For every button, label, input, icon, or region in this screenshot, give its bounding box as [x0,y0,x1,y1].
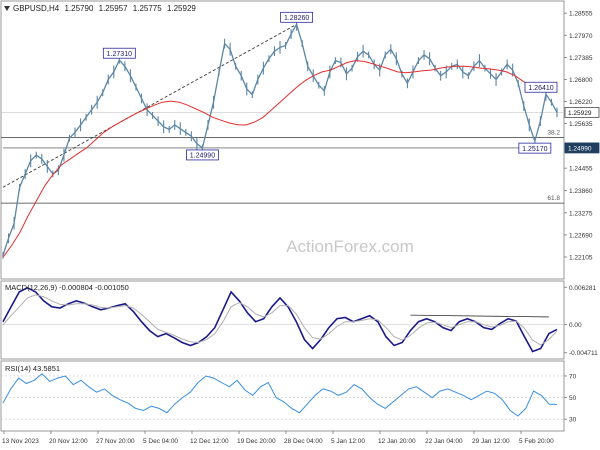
price-tick-label: 1.28555 [569,11,593,18]
swing-point-label: 1.24990 [190,153,215,160]
price-tick-label: 1.26220 [569,99,593,106]
fib-level-label: 61.8 [547,195,560,202]
price-header: GBPUSD,H4 1.25790 1.25957 1.25775 1.2592… [13,4,196,13]
price-axis: 1.28555 1.27970 1.27385 1.26800 1.26220 1.256… [564,11,593,262]
macd-line [2,286,558,353]
open-value: 1.25790 [64,4,93,13]
macd-axis: 0.006281 0.00 -0.004711 [564,285,598,357]
rsi-tick-label: 30 [569,417,577,424]
price-levels: 38.2 61.8 [1,112,564,204]
swing-point-label: 1.26410 [528,85,553,92]
macd-header: MACD(12,26,9) -0.000804 -0.001050 [5,283,129,292]
rsi-line [2,373,558,417]
low-value: 1.25775 [133,4,162,13]
fib-level-label: 38.2 [547,129,560,136]
rsi-series [1,373,564,420]
price-line [2,22,558,256]
collapse-triangle-icon[interactable] [4,6,10,11]
high-value: 1.25957 [99,4,128,13]
macd-signal-line [2,294,558,346]
rsi-axis: 70 50 30 [564,373,577,424]
time-axis: 13 Nov 2023 20 Nov 12:00 27 Nov 20:00 5 Dec… [2,431,554,445]
time-tick-label: 12 Dec 12:00 [190,438,229,445]
price-tags: 1.25929 1.24990 [564,107,600,154]
macd-tick-label: 0.00 [569,322,582,329]
price-tick-label: 1.23275 [569,210,593,217]
price-series [2,17,558,259]
watermark-text: ActionForex.com [286,237,414,256]
macd-trendline [410,314,549,318]
price-tick-label: 1.23860 [569,188,593,195]
dashed-trendline [2,23,297,188]
price-pane-frame [0,0,565,280]
time-tick-label: 13 Nov 2023 [2,438,39,445]
macd-series [1,286,564,353]
moving-average-line [2,60,558,258]
time-tick-label: 28 Dec 04:00 [284,438,323,445]
swing-point-box [186,149,219,161]
price-tag-label: 1.24990 [568,146,592,153]
macd-pane-frame [0,280,565,360]
time-tick-label: 5 Jan 12:00 [331,438,365,445]
price-tick-label: 1.27970 [569,33,593,40]
time-tick-label: 12 Jan 20:00 [378,438,416,445]
price-tick-label: 1.26800 [569,77,593,84]
rsi-header: RSI(14) 43.5851 [5,364,60,373]
macd-tick-label: -0.004711 [569,350,598,357]
time-tick-label: 27 Nov 20:00 [96,438,135,445]
price-tag-box [564,142,600,154]
symbol-label: GBPUSD,H4 [13,4,60,13]
time-tick-label: 20 Nov 12:00 [49,438,88,445]
rsi-pane-frame [0,360,565,432]
rsi-tick-label: 70 [569,373,577,380]
price-tag-label: 1.25929 [568,110,592,117]
time-tick-label: 22 Jan 04:00 [425,438,463,445]
close-value: 1.25929 [167,4,196,13]
price-tick-label: 1.24455 [569,166,593,173]
price-tick-label: 1.25635 [569,121,593,128]
rsi-tick-label: 50 [569,395,577,402]
swing-point-box [518,142,552,154]
macd-tick-label: 0.006281 [569,285,596,292]
swing-point-label: 1.25170 [522,146,547,153]
price-tag-box [564,107,600,118]
swing-point-box [280,11,314,23]
time-tick-label: 5 Feb 20:00 [519,438,554,445]
time-tick-label: 29 Jan 12:00 [472,438,510,445]
time-tick-label: 19 Dec 20:00 [237,438,276,445]
price-tick-label: 1.22105 [569,255,593,262]
time-tick-label: 5 Dec 04:00 [143,438,178,445]
swing-point-label: 1.28260 [284,15,309,22]
price-tick-label: 1.22690 [569,232,593,239]
swing-point-box [524,81,558,93]
swing-point-label: 1.27310 [107,51,132,58]
price-annotations: 1.27310 1.28260 1.24990 1.26410 1.25170 [102,11,558,161]
price-trendlines [2,23,552,188]
price-tick-label: 1.27385 [569,55,593,62]
swing-point-box [102,47,136,59]
